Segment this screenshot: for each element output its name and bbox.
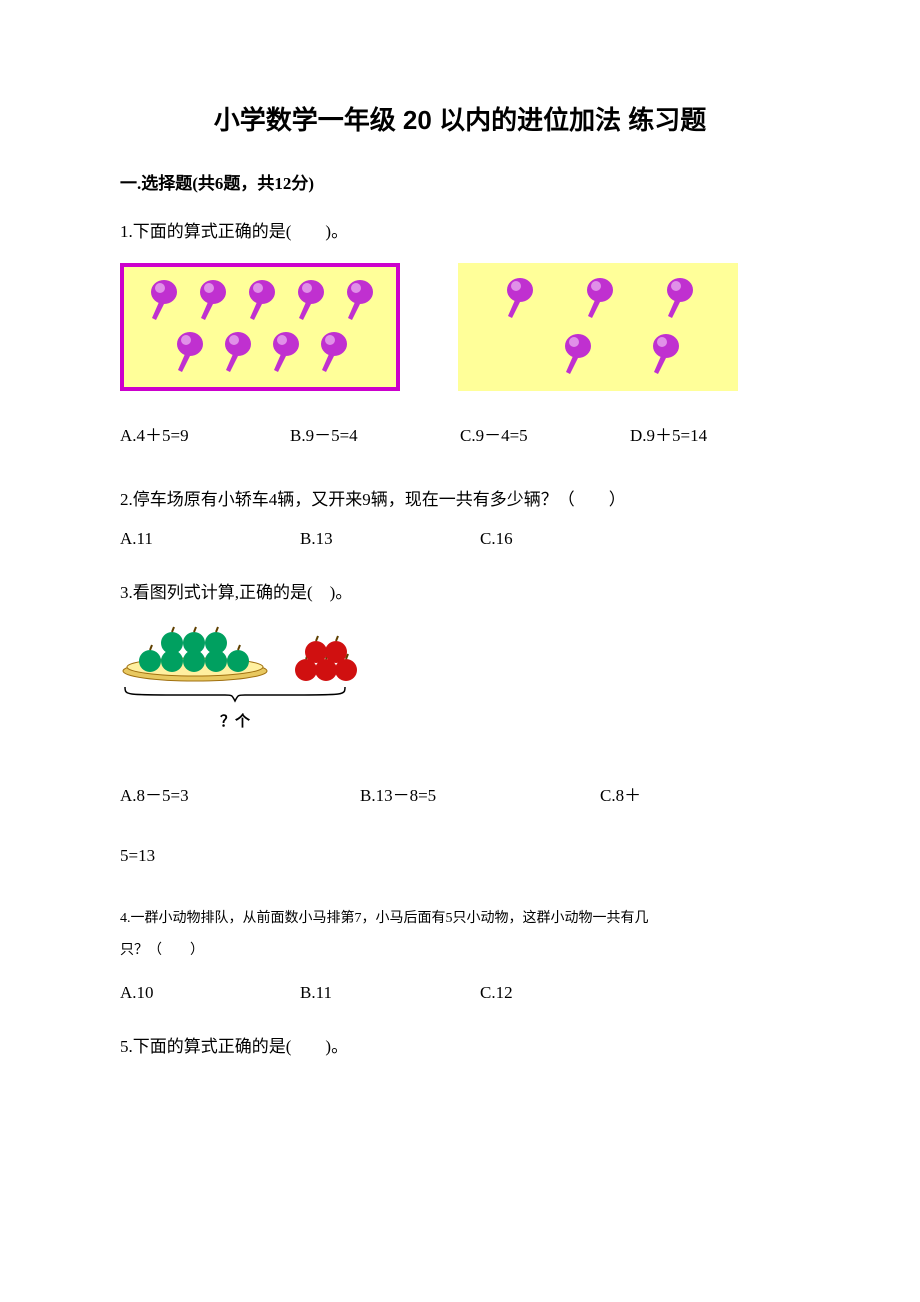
q1-left-box <box>120 263 400 391</box>
q4-option-b: B.11 <box>300 983 480 1003</box>
q3-option-b: B.13－8=5 <box>360 781 600 806</box>
pushpin-icon <box>658 274 698 324</box>
pushpin-icon <box>191 276 231 326</box>
pushpin-icon <box>216 328 256 378</box>
q1-option-c: C.9－4=5 <box>460 421 630 446</box>
red-apples-icon <box>288 628 358 683</box>
q3-options: A.8－5=3 B.13－8=5 C.8＋ <box>120 781 800 806</box>
pushpin-icon <box>168 328 208 378</box>
q4-text-line2: 只？（ ） <box>120 938 800 965</box>
pushpin-icon <box>498 274 538 324</box>
pin-row <box>472 274 724 324</box>
q1-text: 1.下面的算式正确的是( )。 <box>120 218 800 245</box>
pushpin-icon <box>644 330 684 380</box>
pushpin-icon <box>289 276 329 326</box>
q1-right-box <box>458 263 738 391</box>
q4-option-a: A.10 <box>120 983 300 1003</box>
q4-options: A.10 B.11 C.12 <box>120 983 800 1003</box>
q3-text: 3.看图列式计算,正确的是( )。 <box>120 579 800 606</box>
q3-option-c: C.8＋ <box>600 781 840 806</box>
pushpin-icon <box>142 276 182 326</box>
pin-row <box>472 330 724 380</box>
q1-image-row <box>120 263 800 391</box>
apples-row <box>120 623 370 683</box>
q1-option-b: B.9－5=4 <box>290 421 460 446</box>
q2-option-c: C.16 <box>480 529 660 549</box>
q4-text-line1: 4.一群小动物排队，从前面数小马排第7，小马后面有5只小动物，这群小动物一共有几 <box>120 906 800 933</box>
pushpin-icon <box>264 328 304 378</box>
q3-option-a: A.8－5=3 <box>120 781 360 806</box>
q5-text: 5.下面的算式正确的是( )。 <box>120 1033 800 1060</box>
q1-option-a: A.4＋5=9 <box>120 421 290 446</box>
q2-text: 2.停车场原有小轿车4辆，又开来9辆，现在一共有多少辆？（ ） <box>120 486 800 513</box>
q3-option-c-cont: 5=13 <box>120 846 800 866</box>
brace-icon <box>120 685 350 703</box>
q4-option-c: C.12 <box>480 983 660 1003</box>
pushpin-icon <box>312 328 352 378</box>
pushpin-icon <box>338 276 378 326</box>
plate-with-apples-icon <box>120 623 270 683</box>
pushpin-icon <box>578 274 618 324</box>
q1-options: A.4＋5=9 B.9－5=4 C.9－4=5 D.9＋5=14 <box>120 421 800 446</box>
section-header: 一.选择题(共6题，共12分) <box>120 169 800 194</box>
q3-image: ？个 <box>120 623 370 731</box>
q2-option-b: B.13 <box>300 529 480 549</box>
worksheet-page: 小学数学一年级 20 以内的进位加法 练习题 一.选择题(共6题，共12分) 1… <box>0 0 920 1302</box>
q2-options: A.11 B.13 C.16 <box>120 529 800 549</box>
q1-option-d: D.9＋5=14 <box>630 421 800 446</box>
pushpin-icon <box>556 330 596 380</box>
page-title: 小学数学一年级 20 以内的进位加法 练习题 <box>120 100 800 137</box>
pushpin-icon <box>240 276 280 326</box>
pin-row <box>138 328 382 378</box>
brace-label: ？个 <box>120 710 350 731</box>
pin-row <box>138 276 382 326</box>
q2-option-a: A.11 <box>120 529 300 549</box>
